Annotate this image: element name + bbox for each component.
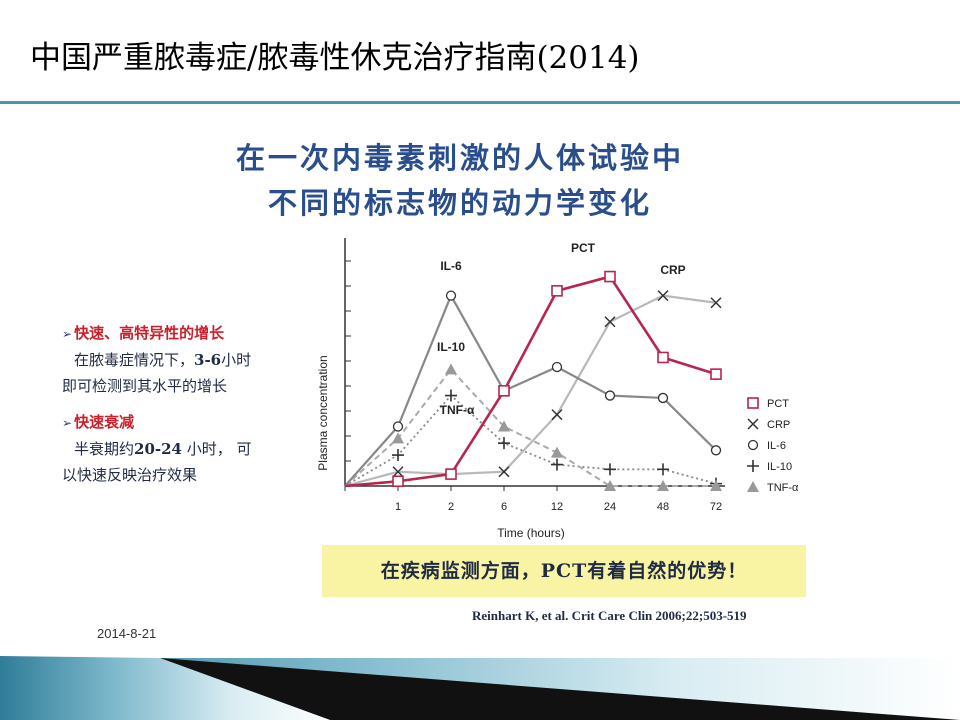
legend-marker bbox=[747, 460, 759, 472]
data-point-il10 bbox=[498, 437, 510, 450]
note-point2-body: 半衰期约20-24 小时， 可 bbox=[74, 440, 252, 458]
x-axis-label: Time (hours) bbox=[497, 526, 565, 540]
note-point2-body-2: 以快速反映治疗效果 bbox=[62, 466, 198, 484]
data-point-il6 bbox=[392, 421, 404, 432]
label-il10: IL-10 bbox=[437, 340, 465, 354]
x-tick-label: 24 bbox=[604, 501, 616, 513]
series-line-tnf bbox=[344, 367, 716, 487]
headline-line1: 在一次内毒素刺激的人体试验中 bbox=[235, 141, 684, 175]
data-point-il6 bbox=[604, 390, 616, 401]
legend-entry: IL-6 bbox=[767, 440, 786, 452]
data-point-tnf bbox=[445, 363, 457, 375]
data-point-pct bbox=[445, 468, 457, 480]
x-tick-label: 48 bbox=[657, 501, 669, 513]
data-point-crp bbox=[392, 466, 404, 478]
legend-marker bbox=[747, 481, 759, 492]
data-point-crp bbox=[604, 316, 616, 328]
data-point-pct bbox=[498, 385, 510, 397]
footer-decoration bbox=[0, 656, 960, 720]
data-point-il6 bbox=[710, 445, 722, 456]
slide-title: 中国严重脓毒症/脓毒性休克治疗指南(2014) bbox=[30, 40, 640, 76]
data-point-il6 bbox=[445, 290, 457, 301]
title-rule bbox=[0, 101, 960, 104]
legend-marker bbox=[747, 439, 759, 451]
x-tick-label: 2 bbox=[448, 501, 454, 513]
legend-entry: TNF-α bbox=[767, 482, 799, 494]
label-tnf: TNF-α bbox=[440, 403, 475, 417]
data-point-il10 bbox=[392, 449, 404, 462]
legend-entry: CRP bbox=[767, 419, 790, 431]
note-point1-body: 在脓毒症情况下，3-6小时 bbox=[74, 351, 252, 369]
data-point-tnf bbox=[392, 432, 404, 444]
data-point-tnf bbox=[604, 480, 616, 491]
series-line-pct bbox=[344, 275, 717, 488]
headline-line2: 不同的标志物的动力学变化 bbox=[267, 186, 652, 220]
label-il6: IL-6 bbox=[440, 259, 462, 273]
legend-marker bbox=[747, 397, 759, 409]
data-point-crp bbox=[657, 290, 669, 302]
bullet-arrow-icon: ➢ bbox=[62, 416, 73, 430]
slide-date: 2014-8-21 bbox=[97, 626, 157, 641]
label-pct: PCT bbox=[571, 241, 596, 255]
callout-banner: 在疾病监测方面，PCT有着自然的优势！ bbox=[322, 545, 806, 597]
x-tick-label: 6 bbox=[501, 501, 507, 513]
data-point-il10 bbox=[657, 463, 669, 476]
side-notes: ➢ 快速、高特异性的增长 在脓毒症情况下，3-6小时 即可检测到其水平的增长 ➢ 快… bbox=[62, 320, 312, 488]
note-point1-title: ➢ 快速、高特异性的增长 bbox=[62, 324, 225, 342]
data-point-pct bbox=[604, 270, 616, 283]
data-point-pct bbox=[392, 475, 404, 488]
y-axis-label: Plasma concentration bbox=[316, 355, 330, 470]
legend-entry: PCT bbox=[767, 398, 789, 410]
x-tick-label: 72 bbox=[710, 501, 722, 513]
note-point2-title: ➢ 快速衰减 bbox=[62, 413, 135, 431]
data-point-pct bbox=[551, 285, 563, 297]
legend-entry: IL-10 bbox=[767, 461, 792, 473]
data-point-pct bbox=[710, 368, 722, 380]
series-line-il6 bbox=[344, 293, 717, 487]
label-crp: CRP bbox=[660, 263, 685, 277]
legend-marker bbox=[747, 418, 759, 430]
data-point-tnf bbox=[657, 480, 669, 491]
note-point1-body-2: 即可检测到其水平的增长 bbox=[62, 377, 228, 395]
data-point-tnf bbox=[710, 480, 722, 491]
data-point-tnf bbox=[498, 420, 510, 432]
x-tick-label: 1 bbox=[395, 501, 401, 513]
data-point-tnf bbox=[551, 446, 563, 458]
data-point-pct bbox=[657, 351, 669, 364]
data-point-crp bbox=[551, 409, 563, 421]
data-point-il6 bbox=[657, 392, 669, 404]
bullet-arrow-icon: ➢ bbox=[62, 327, 73, 341]
citation: Reinhart K, et al. Crit Care Clin 2006;2… bbox=[472, 608, 747, 623]
data-point-il6 bbox=[551, 361, 563, 373]
x-tick-label: 12 bbox=[551, 501, 563, 513]
data-point-il10 bbox=[604, 463, 616, 476]
data-point-il10 bbox=[551, 458, 563, 471]
data-point-crp bbox=[710, 297, 722, 309]
chart-panel: 1 2 6 12 24 48 72 Time (hours) Plasma concentrat… bbox=[315, 228, 808, 543]
data-point-crp bbox=[498, 466, 510, 478]
data-point-il10 bbox=[445, 389, 457, 402]
series-line-crp bbox=[344, 294, 717, 488]
series-line-il10 bbox=[344, 394, 717, 487]
